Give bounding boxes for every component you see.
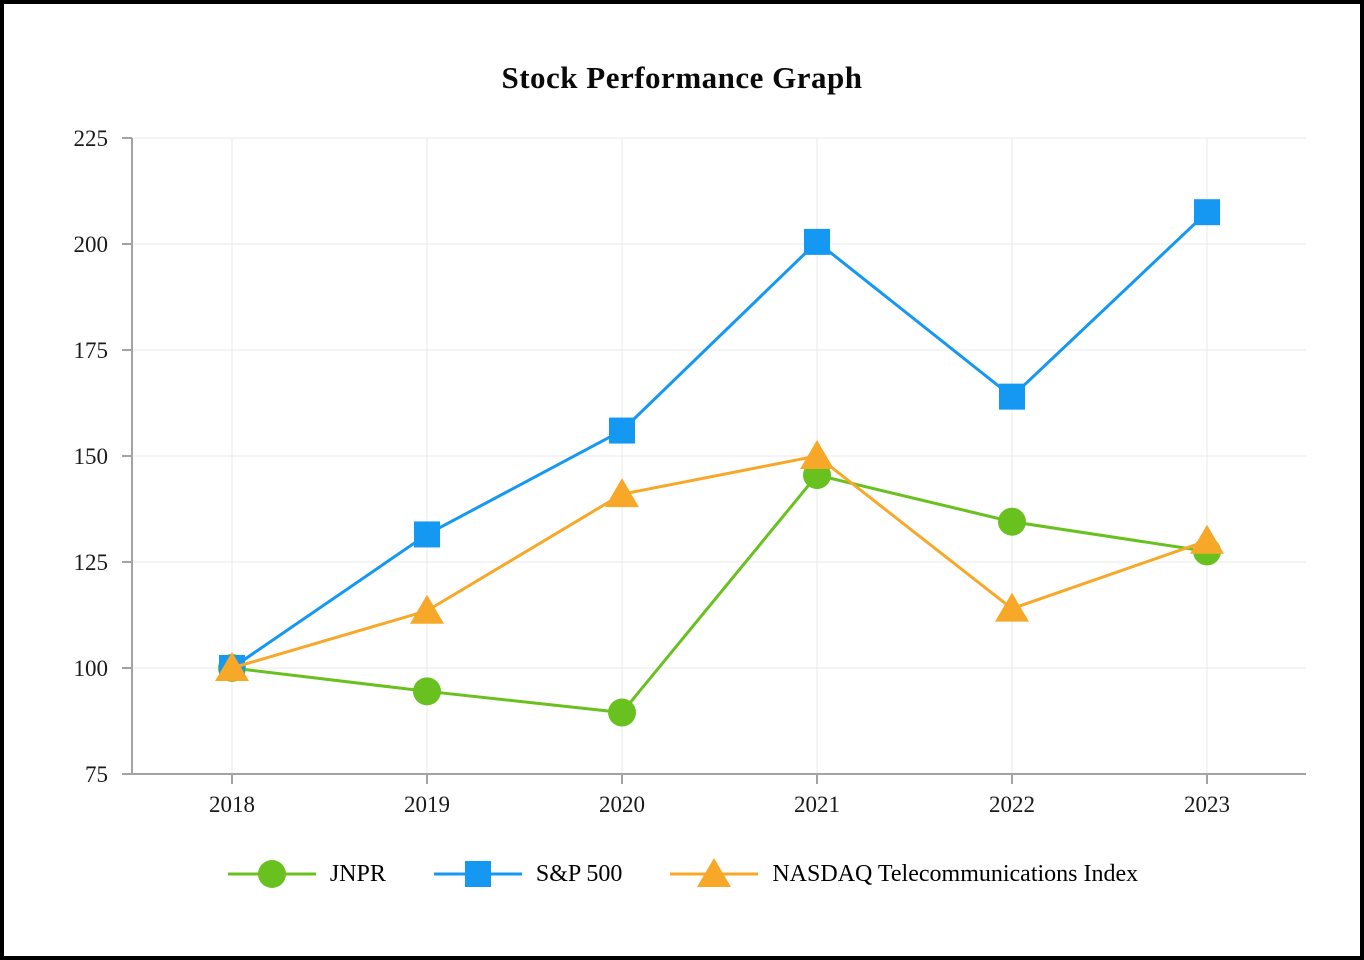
legend-symbol-nasdaq-telecommunications-index — [697, 858, 732, 887]
legend-marker-s-p-500-icon — [433, 861, 522, 887]
data-point-nasdaq-telecommunications-index-2019 — [410, 594, 444, 624]
legend-symbol-jnpr — [257, 860, 286, 888]
data-point-jnpr-2022 — [998, 507, 1026, 536]
legend-label-jnpr: JNPR — [329, 860, 386, 887]
data-point-s-p-500-2023 — [1194, 199, 1220, 226]
x-tick-label-2023: 2023 — [1184, 792, 1230, 817]
data-point-jnpr-2020 — [608, 698, 636, 727]
chart-title: Stock Performance Graph — [501, 60, 863, 95]
x-tick-label-2021: 2021 — [794, 792, 840, 817]
legend-item-s-p-500: S&P 500 — [432, 856, 622, 892]
x-tick-label-2022: 2022 — [989, 792, 1035, 817]
x-tick-label-2018: 2018 — [209, 792, 255, 817]
data-point-nasdaq-telecommunications-index-2022 — [995, 592, 1029, 622]
data-point-nasdaq-telecommunications-index-2018 — [215, 652, 249, 681]
data-point-s-p-500-2020 — [609, 417, 635, 444]
legend-label-s-p-500: S&P 500 — [535, 860, 623, 887]
series-line-s-p-500 — [231, 211, 1209, 670]
legend-label-nasdaq-telecommunications-index: NASDAQ Telecommunications Index — [772, 860, 1139, 887]
data-point-s-p-500-2022 — [999, 383, 1025, 410]
legend-marker-nasdaq-telecommunications-index-icon — [670, 858, 759, 887]
series-line-jnpr — [231, 473, 1208, 715]
y-tick-label-200: 200 — [74, 232, 109, 257]
x-tick-label-2020: 2020 — [599, 792, 645, 817]
data-point-jnpr-2019 — [413, 677, 441, 706]
data-point-s-p-500-2021 — [804, 228, 830, 255]
x-tick-label-2019: 2019 — [404, 792, 450, 817]
data-point-nasdaq-telecommunications-index-2021 — [800, 440, 834, 469]
y-tick-label-75: 75 — [85, 762, 108, 787]
series-line-nasdaq-telecommunications-index — [231, 454, 1208, 670]
y-tick-label-100: 100 — [74, 656, 109, 681]
y-tick-label-175: 175 — [74, 338, 109, 363]
data-point-nasdaq-telecommunications-index-2020 — [605, 478, 639, 508]
plot-area: 75 100 125 150 175 200 225 2018 2019 2020 2021 2022… — [74, 126, 1306, 817]
legend: JNPR S&P 500 NASDAQ Telecommunications Ind… — [4, 856, 1360, 892]
y-tick-label-125: 125 — [74, 550, 109, 575]
y-tick-label-225: 225 — [74, 126, 109, 151]
legend-item-nasdaq-telecommunications-index: NASDAQ Telecommunications Index — [668, 856, 1138, 892]
legend-symbol-s-p-500 — [464, 861, 491, 887]
legend-marker-jnpr-icon — [227, 860, 316, 888]
data-point-nasdaq-telecommunications-index-2023 — [1190, 524, 1224, 554]
legend-item-jnpr: JNPR — [226, 856, 386, 892]
y-tick-label-150: 150 — [74, 444, 109, 469]
data-point-s-p-500-2019 — [414, 521, 440, 548]
